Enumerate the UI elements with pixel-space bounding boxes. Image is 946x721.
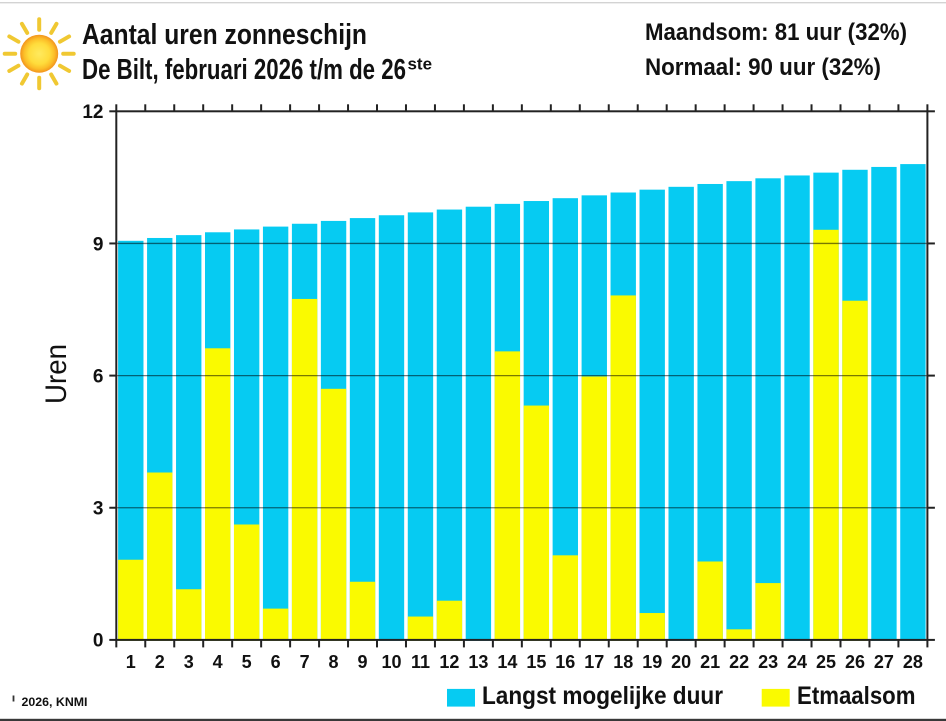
- svg-text:0: 0: [93, 631, 104, 652]
- svg-text:1: 1: [126, 652, 136, 672]
- svg-text:17: 17: [584, 652, 604, 672]
- svg-text:Maandsom: 81 uur (32%): Maandsom: 81 uur (32%): [645, 19, 907, 46]
- svg-text:5: 5: [242, 652, 252, 672]
- svg-text:4: 4: [213, 652, 223, 672]
- svg-text:Langst mogelijke duur: Langst mogelijke duur: [482, 682, 723, 710]
- svg-text:Normaal: 90 uur (32%): Normaal: 90 uur (32%): [645, 54, 881, 81]
- svg-text:19: 19: [642, 652, 662, 672]
- svg-text:26: 26: [845, 652, 865, 672]
- svg-text:8: 8: [329, 652, 339, 672]
- svg-text:6: 6: [271, 652, 281, 672]
- svg-text:ste: ste: [408, 55, 433, 74]
- svg-text:3: 3: [184, 652, 194, 672]
- svg-text:16: 16: [555, 652, 575, 672]
- svg-text:27: 27: [874, 652, 894, 672]
- svg-text:24: 24: [787, 652, 807, 672]
- svg-text:7: 7: [300, 652, 310, 672]
- svg-text:Aantal uren zonneschijn: Aantal uren zonneschijn: [82, 19, 367, 51]
- svg-text:12: 12: [439, 652, 459, 672]
- svg-text:20: 20: [671, 652, 691, 672]
- svg-text:3: 3: [93, 499, 104, 520]
- svg-text:Etmaalsom: Etmaalsom: [797, 682, 916, 710]
- svg-text:Uren: Uren: [40, 344, 73, 404]
- svg-text:22: 22: [729, 652, 749, 672]
- svg-text:18: 18: [613, 652, 633, 672]
- svg-text:15: 15: [526, 652, 546, 672]
- svg-text:6: 6: [93, 366, 104, 387]
- svg-text:9: 9: [93, 234, 104, 255]
- svg-text:14: 14: [497, 652, 517, 672]
- svg-text:9: 9: [358, 652, 368, 672]
- svg-text:28: 28: [903, 652, 923, 672]
- svg-text:21: 21: [700, 652, 720, 672]
- svg-text:25: 25: [816, 652, 836, 672]
- svg-text:2: 2: [155, 652, 165, 672]
- svg-text:13: 13: [468, 652, 488, 672]
- svg-text:11: 11: [411, 652, 430, 672]
- svg-text:2026, KNMI: 2026, KNMI: [22, 697, 88, 709]
- svg-text:10: 10: [381, 652, 401, 672]
- svg-text:12: 12: [82, 102, 103, 123]
- svg-text:23: 23: [758, 652, 778, 672]
- svg-text:De Bilt, februari 2026 t/m de: De Bilt, februari 2026 t/m de 26: [82, 54, 406, 86]
